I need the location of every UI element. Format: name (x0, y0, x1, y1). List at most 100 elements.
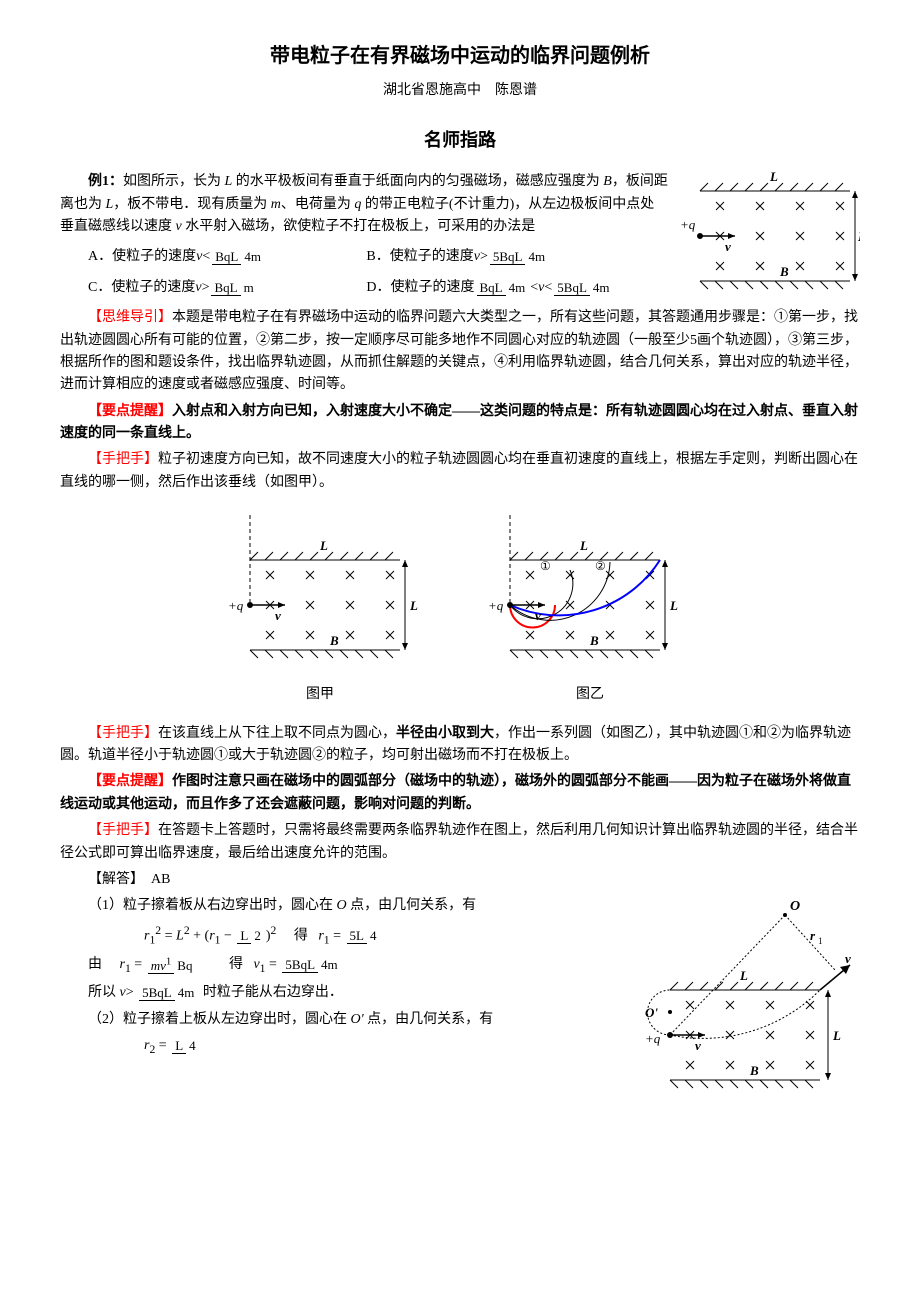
tip1-label: 【要点提醒】 (88, 404, 172, 419)
svg-text:+q: +q (680, 217, 696, 232)
t: 4m (241, 249, 264, 264)
frac: 5BqL4m (554, 281, 612, 295)
svg-text:B: B (589, 633, 599, 648)
fig-yi-label: 图乙 (480, 684, 700, 706)
sym-q: q (354, 197, 361, 212)
t: L (172, 1038, 186, 1054)
t: 得 (294, 928, 308, 943)
t: 半径由小取到大 (396, 726, 494, 741)
t: L (237, 928, 251, 944)
svg-text:B: B (779, 264, 789, 279)
sym-B: B (603, 174, 612, 189)
svg-text:②: ② (595, 559, 606, 573)
svg-text:O: O (790, 899, 800, 914)
option-a: A．使粒子的速度 v< BqL4m (88, 246, 366, 268)
t: 4 (186, 1038, 199, 1053)
tip2-para: 【要点提醒】作图时注意只画在磁场中的圆弧部分（磁场中的轨迹），磁场外的圆弧部分不… (60, 771, 860, 816)
svg-text:v: v (845, 951, 851, 966)
svg-text:1: 1 (818, 936, 823, 946)
sym-v: v (196, 246, 202, 268)
sym-m: m (271, 197, 281, 212)
figure-example1: +q v B L L (680, 171, 860, 301)
thinking-para: 【思维导引】本题是带电粒子在有界磁场中运动的临界问题六大类型之一，所有这些问题，… (60, 307, 860, 397)
svg-text:B: B (329, 633, 339, 648)
t: 4m (175, 985, 198, 1000)
t: BqL (211, 280, 240, 296)
svg-text:v: v (535, 608, 541, 623)
t: 2 (251, 928, 264, 943)
t: m (241, 280, 257, 295)
section-title: 名师指路 (60, 126, 860, 155)
svg-text:L: L (832, 1028, 841, 1043)
svg-text:O': O' (645, 1005, 658, 1020)
t: 作图时注意只画在磁场中的圆弧部分（磁场中的轨迹），磁场外的圆弧部分不能画——因为… (60, 774, 851, 811)
svg-text:v: v (725, 239, 731, 254)
hand3-para: 【手把手】在答题卡上答题时，只需将最终需要两条临界轨迹作在图上，然后利用几何知识… (60, 820, 860, 865)
options-block: A．使粒子的速度 v< BqL4m B．使粒子的速度 v> 5BqL4m C．使… (88, 242, 668, 303)
sym-O: O (337, 898, 347, 913)
hand2-label: 【手把手】 (88, 726, 158, 741)
answer-label: 【解答】 (88, 872, 137, 887)
figure-row: +q v B L L 图甲 (60, 510, 860, 706)
svg-text:+q: +q (228, 598, 244, 613)
hand1-label: 【手把手】 (88, 452, 158, 467)
t: 5BqL (139, 985, 175, 1001)
frac: 5BqL4m (490, 250, 548, 264)
t: 点，由几何关系，有 (367, 1012, 493, 1027)
svg-text:B: B (749, 1063, 759, 1078)
t: （2）粒子擦着上板从左边穿出时，圆心在 (88, 1012, 347, 1027)
svg-text:L: L (739, 968, 748, 983)
t: D．使粒子的速度 (366, 277, 474, 299)
sym-L: L (225, 174, 233, 189)
sym-Op: O' (351, 1012, 364, 1027)
t: 4m (590, 280, 613, 295)
hand1-para: 【手把手】粒子初速度方向已知，故不同速度大小的粒子轨迹圆圆心均在垂直初速度的直线… (60, 449, 860, 494)
option-d: D．使粒子的速度 BqL4m <v< 5BqL4m (366, 277, 644, 299)
page-title: 带电粒子在有界磁场中运动的临界问题例析 (60, 40, 860, 72)
t: 5BqL (490, 249, 526, 265)
t: 所以 (88, 985, 120, 1000)
tip2-label: 【要点提醒】 (88, 774, 172, 789)
sym-v: v (538, 277, 544, 299)
t: 5BqL (554, 280, 590, 296)
sym-v: v (195, 277, 201, 299)
t: 本题是带电粒子在有界磁场中运动的临界问题六大类型之一，所有这些问题，其答题通用步… (60, 310, 858, 392)
frac: BqL4m (477, 281, 529, 295)
tip1-para: 【要点提醒】入射点和入射方向已知，入射速度大小不确定——这类问题的特点是：所有轨… (60, 401, 860, 446)
t: 5L (347, 928, 367, 944)
t: B．使粒子的速度 (366, 246, 473, 268)
t: 入射点和入射方向已知，入射速度大小不确定——这类问题的特点是：所有轨迹圆圆心均在… (60, 404, 858, 441)
t: 4m (318, 957, 341, 972)
sym-v: v (474, 246, 480, 268)
t: 4m (525, 249, 548, 264)
t: 在答题卡上答题时，只需将最终需要两条临界轨迹作在图上，然后利用几何知识计算出临界… (60, 823, 858, 860)
frac: BqL4m (212, 250, 264, 264)
t: 的水平极板间有垂直于纸面向内的匀强磁场，磁感应强度为 (236, 174, 600, 189)
svg-text:+q: +q (645, 1031, 661, 1046)
t: 点，由几何关系，有 (350, 898, 476, 913)
svg-text:+q: +q (488, 598, 504, 613)
t: BqL (212, 249, 241, 265)
option-c: C．使粒子的速度 v> BqLm (88, 277, 366, 299)
svg-text:r: r (810, 928, 816, 943)
t: 粒子初速度方向已知，故不同速度大小的粒子轨迹圆圆心均在垂直初速度的直线上，根据左… (60, 452, 858, 489)
answer-value: AB (151, 872, 170, 887)
t: 、电荷量为 (281, 197, 351, 212)
sym-v: v (176, 219, 182, 234)
t: Bq (174, 958, 195, 973)
t: BqL (477, 280, 506, 296)
option-b: B．使粒子的速度 v> 5BqL4m (366, 246, 644, 268)
svg-text:L: L (669, 598, 678, 613)
frac: BqLm (211, 281, 256, 295)
author-line: 湖北省恩施高中 陈恩谱 (60, 80, 860, 102)
t: 由 (88, 957, 102, 972)
hand3-label: 【手把手】 (88, 823, 158, 838)
t: 水平射入磁场，欲使粒子不打在极板上，可采用的办法是 (185, 219, 535, 234)
example1-label: 例1： (88, 174, 123, 189)
svg-text:L: L (579, 538, 588, 553)
t: （1）粒子擦着板从右边穿出时，圆心在 (88, 898, 333, 913)
svg-text:v: v (695, 1038, 701, 1053)
t: A．使粒子的速度 (88, 246, 196, 268)
t: 得 (229, 957, 243, 972)
t: 5BqL (282, 957, 318, 973)
